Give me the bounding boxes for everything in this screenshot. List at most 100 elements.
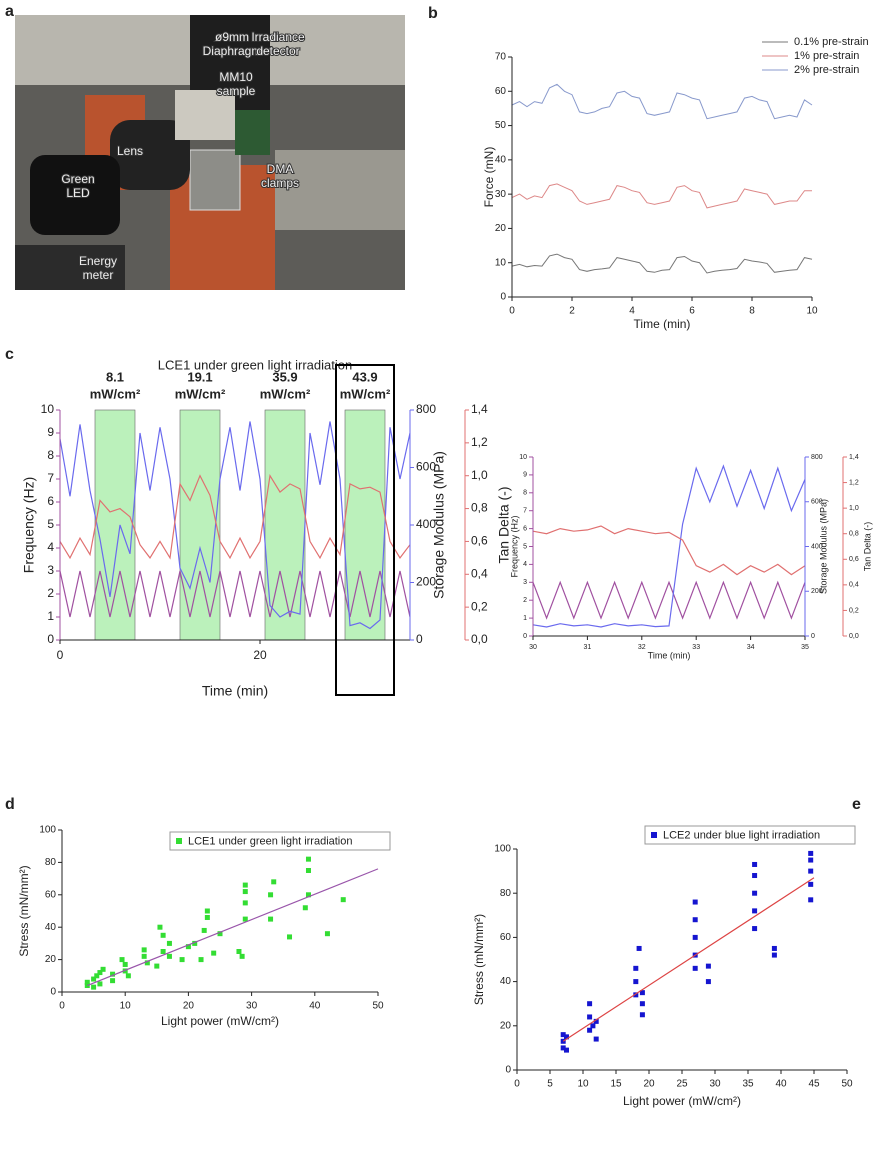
scatter-point bbox=[808, 857, 814, 863]
x-tick-label: 50 bbox=[841, 1079, 853, 1090]
series-line bbox=[532, 464, 806, 628]
photo-label: ø9mm bbox=[215, 30, 249, 44]
scatter-point bbox=[201, 927, 207, 933]
scatter-point bbox=[144, 960, 150, 966]
scatter-point bbox=[287, 934, 293, 940]
x-tick-label: 0 bbox=[509, 306, 515, 317]
fit-line bbox=[562, 877, 815, 1042]
scatter-point bbox=[752, 873, 758, 879]
scatter-point bbox=[160, 949, 166, 954]
annotation: mW/cm² bbox=[260, 386, 311, 401]
scatter-point bbox=[236, 949, 242, 954]
x-tick-label: 34 bbox=[747, 644, 755, 651]
photo-label: clamps bbox=[261, 176, 299, 190]
scatter-point bbox=[122, 961, 128, 967]
scatter-point bbox=[808, 868, 814, 874]
photo-diaphragm bbox=[175, 90, 235, 140]
scatter-point bbox=[692, 899, 698, 905]
y-tick-label: 8 bbox=[523, 490, 527, 497]
y-tick-label: 6 bbox=[47, 494, 54, 508]
y3-tick-label: 0,6 bbox=[471, 534, 488, 548]
photo bbox=[15, 15, 405, 290]
y3-axis-label: Tan Delta (-) bbox=[496, 486, 512, 563]
scatter-point bbox=[141, 953, 147, 959]
x-tick-label: 0 bbox=[514, 1079, 520, 1090]
scatter-point bbox=[808, 881, 814, 887]
annotation: 8.1 bbox=[106, 369, 124, 384]
series-line bbox=[59, 473, 411, 560]
y-tick-label: 1 bbox=[523, 615, 527, 622]
y-tick-label: 9 bbox=[523, 472, 527, 479]
scatter-point bbox=[324, 931, 330, 937]
y-tick-label: 3 bbox=[523, 579, 527, 586]
y3-tick-label: 0,8 bbox=[849, 531, 859, 538]
x-tick-label: 45 bbox=[808, 1079, 820, 1090]
y3-tick-label: 1,2 bbox=[471, 435, 488, 449]
scatter-point bbox=[110, 978, 116, 984]
scatter-point bbox=[125, 973, 131, 979]
y3-tick-label: 1,0 bbox=[849, 505, 859, 512]
y-tick-label: 8 bbox=[47, 448, 54, 462]
scatter-point bbox=[242, 889, 248, 895]
highlight-box bbox=[335, 364, 395, 696]
x-tick-label: 20 bbox=[643, 1079, 655, 1090]
y-tick-label: 0 bbox=[500, 292, 506, 303]
series-line bbox=[511, 83, 813, 120]
scatter-point bbox=[305, 856, 311, 862]
legend-label: 2% pre-strain bbox=[794, 64, 859, 76]
photo-label: sample bbox=[217, 84, 256, 98]
y-tick-label: 40 bbox=[45, 922, 57, 933]
scatter-point bbox=[633, 979, 639, 985]
series-line bbox=[59, 570, 411, 618]
y-tick-label: 2 bbox=[523, 597, 527, 604]
y-tick-label: 10 bbox=[495, 257, 507, 268]
y-tick-label: 100 bbox=[494, 844, 511, 855]
y-tick-label: 2 bbox=[47, 586, 54, 600]
scatter-point bbox=[590, 1023, 596, 1029]
x-tick-label: 30 bbox=[246, 1001, 258, 1012]
panel-letter: e bbox=[852, 796, 861, 813]
legend-label: 0.1% pre-strain bbox=[794, 36, 869, 48]
x-tick-label: 30 bbox=[529, 644, 537, 651]
series-line bbox=[532, 525, 806, 576]
photo-sample bbox=[235, 110, 270, 155]
y-tick-label: 70 bbox=[495, 52, 507, 63]
y2-tick-label: 600 bbox=[416, 460, 436, 474]
scatter-point bbox=[97, 970, 103, 976]
y2-tick-label: 200 bbox=[416, 575, 436, 589]
x-tick-label: 6 bbox=[689, 306, 695, 317]
fit-line bbox=[87, 868, 379, 987]
scatter-point bbox=[110, 971, 116, 977]
y2-axis-label: Storage Modulus (MPa) bbox=[818, 499, 828, 594]
y-axis-label: Frequency (Hz) bbox=[509, 515, 519, 577]
x-tick-label: 32 bbox=[638, 644, 646, 651]
scatter-point bbox=[198, 957, 204, 963]
scatter-point bbox=[340, 897, 346, 903]
y-tick-label: 0 bbox=[505, 1065, 511, 1076]
y2-tick-label: 800 bbox=[416, 402, 436, 416]
scatter-point bbox=[587, 1001, 593, 1007]
x-tick-label: 20 bbox=[183, 1001, 195, 1012]
photo-label: Irradiance bbox=[251, 30, 305, 44]
scatter-point bbox=[160, 932, 166, 938]
photo-label: DMA bbox=[267, 162, 294, 176]
x-tick-label: 30 bbox=[709, 1079, 721, 1090]
scatter-point bbox=[157, 924, 163, 930]
photo-label: detector bbox=[256, 44, 299, 58]
scatter-point bbox=[302, 905, 308, 911]
annotation: mW/cm² bbox=[340, 386, 391, 401]
legend-label: 1% pre-strain bbox=[794, 50, 859, 62]
x-tick-label: 15 bbox=[610, 1079, 622, 1090]
y-tick-label: 60 bbox=[495, 86, 507, 97]
x-tick-label: 10 bbox=[806, 306, 818, 317]
series-line bbox=[59, 421, 411, 630]
y-tick-label: 4 bbox=[523, 561, 527, 568]
scatter-point bbox=[771, 952, 777, 958]
annotation: 43.9 bbox=[352, 369, 377, 384]
y2-tick-label: 600 bbox=[811, 499, 823, 506]
x-tick-label: 8 bbox=[749, 306, 755, 317]
scatter-point bbox=[204, 914, 210, 920]
scatter-point bbox=[119, 957, 125, 963]
